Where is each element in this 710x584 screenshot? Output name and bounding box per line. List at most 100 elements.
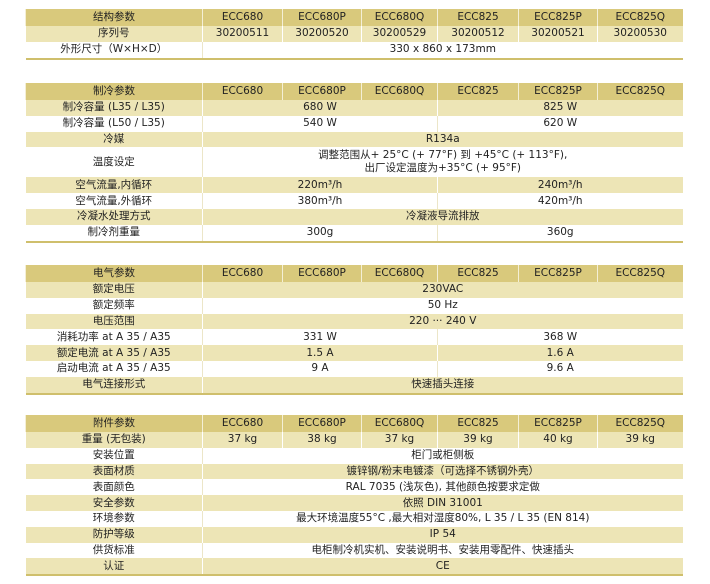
value-line: 出厂设定温度为+35°C (+ 95°F) (364, 162, 522, 175)
row-label: 消耗功率 at A 35 / A35 (25, 329, 203, 346)
value-cell: 电柜制冷机实机、安装说明书、安装用零配件、快速插头 (202, 542, 683, 559)
model-column-header: ECC680P (282, 415, 362, 432)
value-cell: 调整范围从+ 25°C (+ 77°F) 到 +45°C (+ 113°F), 出… (202, 147, 683, 178)
structure-params-table: 结构参数 ECC680 ECC680P ECC680Q ECC825 ECC825P ECC… (25, 9, 683, 60)
value-cell: 620 W (437, 115, 683, 132)
value-cell: 380m³/h (202, 193, 438, 209)
model-column-header: ECC680Q (361, 83, 438, 100)
row-label: 防护等级 (25, 526, 203, 543)
header-row: 电气参数 ECC680 ECC680P ECC680Q ECC825 ECC825P ECC… (25, 265, 683, 282)
model-column-header: ECC825Q (597, 83, 683, 100)
model-column-header: ECC680 (202, 415, 283, 432)
value-cell: 9.6 A (437, 360, 683, 377)
value-cell: 最大环境温度55°C ,最大相对湿度80%, L 35 / L 35 (EN 8… (202, 510, 683, 527)
value-cell: 40 kg (518, 432, 598, 448)
section-title: 附件参数 (25, 415, 203, 432)
model-column-header: ECC680P (282, 9, 362, 26)
row-label: 冷媒 (25, 131, 203, 148)
table-row: 防护等级 IP 54 (25, 526, 683, 543)
table-row: 消耗功率 at A 35 / A35 331 W 368 W (25, 329, 683, 346)
value-cell: 37 kg (361, 432, 438, 448)
table-row: 认证 CE (25, 558, 683, 576)
table-row: 重量 (无包装) 37 kg 38 kg 37 kg 39 kg 40 kg 39 kg (25, 432, 683, 448)
value-cell: 快速插头连接 (202, 376, 683, 394)
model-column-header: ECC825Q (597, 265, 683, 282)
value-cell: 1.5 A (202, 345, 438, 361)
value-cell: 39 kg (597, 432, 683, 448)
value-cell: 30200529 (361, 26, 438, 42)
model-column-header: ECC825P (518, 83, 598, 100)
model-column-header: ECC680P (282, 265, 362, 282)
row-label: 空气流量,内循环 (25, 177, 203, 194)
model-column-header: ECC825P (518, 265, 598, 282)
row-label: 制冷容量 (L50 / L35) (25, 115, 203, 132)
value-cell: 368 W (437, 329, 683, 346)
table-row: 制冷容量 (L50 / L35) 540 W 620 W (25, 115, 683, 132)
value-cell: 镀锌钢/粉末电镀漆（可选择不锈钢外壳） (202, 463, 683, 480)
row-label: 温度设定 (25, 147, 203, 178)
value-cell: CE (202, 558, 683, 576)
row-label: 电气连接形式 (25, 376, 203, 394)
value-cell: 360g (437, 224, 683, 242)
section-title: 结构参数 (25, 9, 203, 26)
value-cell: 300g (202, 224, 438, 242)
section-title: 制冷参数 (25, 83, 203, 100)
table-row: 电压范围 220 ··· 240 V (25, 313, 683, 330)
value-cell: 1.6 A (437, 345, 683, 361)
value-cell: IP 54 (202, 526, 683, 543)
value-cell: 38 kg (282, 432, 362, 448)
model-column-header: ECC680Q (361, 415, 438, 432)
model-column-header: ECC825P (518, 415, 598, 432)
table-row: 冷媒 R134a (25, 131, 683, 148)
value-cell: 39 kg (437, 432, 519, 448)
value-cell: 540 W (202, 115, 438, 132)
model-column-header: ECC825 (437, 9, 519, 26)
value-cell: 220m³/h (202, 177, 438, 194)
table-row: 表面颜色 RAL 7035 (浅灰色), 其他颜色按要求定做 (25, 479, 683, 496)
table-row: 温度设定 调整范围从+ 25°C (+ 77°F) 到 +45°C (+ 113°… (25, 147, 683, 178)
table-row: 制冷容量 (L35 / L35) 680 W 825 W (25, 100, 683, 116)
value-cell: 220 ··· 240 V (202, 313, 683, 330)
row-label: 认证 (25, 558, 203, 576)
row-label: 制冷容量 (L35 / L35) (25, 100, 203, 116)
electrical-params-table: 电气参数 ECC680 ECC680P ECC680Q ECC825 ECC825P ECC… (25, 265, 683, 395)
table-row: 表面材质 镀锌钢/粉末电镀漆（可选择不锈钢外壳） (25, 463, 683, 480)
table-row: 制冷剂重量 300g 360g (25, 224, 683, 242)
row-label: 电压范围 (25, 313, 203, 330)
value-line: 调整范围从+ 25°C (+ 77°F) 到 +45°C (+ 113°F), (318, 149, 568, 162)
row-label: 启动电流 at A 35 / A35 (25, 360, 203, 377)
model-column-header: ECC825 (437, 83, 519, 100)
table-row: 安装位置 柜门或柜侧板 (25, 447, 683, 464)
model-column-header: ECC825Q (597, 415, 683, 432)
row-label: 表面颜色 (25, 479, 203, 496)
value-cell: 30200512 (437, 26, 519, 42)
table-row: 额定电压 230VAC (25, 282, 683, 298)
value-cell: 柜门或柜侧板 (202, 447, 683, 464)
row-label: 环境参数 (25, 510, 203, 527)
row-label: 制冷剂重量 (25, 224, 203, 242)
table-row: 序列号 30200511 30200520 30200529 30200512 30200… (25, 26, 683, 42)
header-row: 结构参数 ECC680 ECC680P ECC680Q ECC825 ECC825P ECC… (25, 9, 683, 26)
value-cell: 240m³/h (437, 177, 683, 194)
row-label: 序列号 (25, 26, 203, 42)
accessory-params-table: 附件参数 ECC680 ECC680P ECC680Q ECC825 ECC825P ECC… (25, 415, 683, 577)
row-label: 额定电流 at A 35 / A35 (25, 345, 203, 361)
row-label: 供货标准 (25, 542, 203, 559)
model-column-header: ECC825Q (597, 9, 683, 26)
row-label: 安全参数 (25, 495, 203, 511)
value-cell: 30200521 (518, 26, 598, 42)
value-cell: 680 W (202, 100, 438, 116)
value-cell: 420m³/h (437, 193, 683, 209)
table-row: 供货标准 电柜制冷机实机、安装说明书、安装用零配件、快速插头 (25, 542, 683, 559)
value-cell: 37 kg (202, 432, 283, 448)
value-cell: 30200511 (202, 26, 283, 42)
model-column-header: ECC680 (202, 9, 283, 26)
value-cell: 230VAC (202, 282, 683, 298)
value-cell: 依照 DIN 31001 (202, 495, 683, 511)
header-row: 附件参数 ECC680 ECC680P ECC680Q ECC825 ECC825P ECC… (25, 415, 683, 432)
value-cell: 50 Hz (202, 297, 683, 314)
table-row: 启动电流 at A 35 / A35 9 A 9.6 A (25, 360, 683, 377)
value-cell: 30200520 (282, 26, 362, 42)
row-label: 额定电压 (25, 282, 203, 298)
model-column-header: ECC680Q (361, 9, 438, 26)
